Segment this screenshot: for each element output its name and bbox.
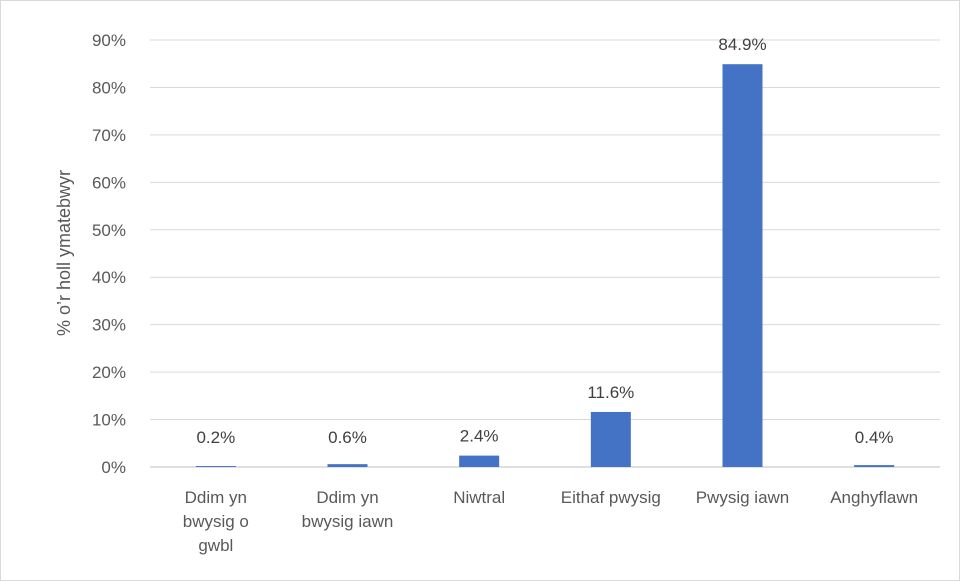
bar [195, 466, 236, 467]
y-tick-label: 90% [92, 31, 126, 50]
y-tick-label: 30% [92, 316, 126, 335]
y-tick-label: 80% [92, 78, 126, 97]
x-category-label: Pwysig iawn [696, 488, 790, 507]
bar [722, 64, 763, 468]
y-tick-label: 10% [92, 411, 126, 430]
data-label: 0.6% [328, 428, 367, 447]
data-label: 11.6% [587, 383, 634, 402]
x-category-label: Anghyflawn [830, 488, 918, 507]
gridlines [150, 39, 940, 468]
x-category-label: Niwtral [453, 488, 505, 507]
x-category-label: Ddim yn [185, 488, 247, 507]
x-category-label: Eithaf pwysig [561, 488, 661, 507]
y-tick-label: 0% [101, 458, 126, 477]
x-axis-categories: Ddim yn bwysig o gwbl Ddim yn bwysig iawn Niw… [183, 488, 918, 555]
data-label: 2.4% [460, 427, 499, 446]
y-tick-label: 50% [92, 221, 126, 240]
data-labels: 0.2% 0.6% 2.4% 11.6% 84.9% 0.4% [196, 35, 893, 447]
data-label: 0.4% [855, 428, 894, 447]
y-tick-label: 20% [92, 363, 126, 382]
y-tick-label: 70% [92, 126, 126, 145]
x-category-label: gwbl [198, 536, 233, 555]
y-axis-label: % o’r holl ymatebwyr [54, 170, 74, 336]
y-axis-ticks: 0% 10% 20% 30% 40% 50% 60% 70% 80% 90% [92, 31, 126, 477]
x-category-label: bwysig iawn [302, 512, 394, 531]
bar [854, 465, 895, 467]
bars [195, 64, 895, 468]
y-tick-label: 60% [92, 173, 126, 192]
bar [590, 411, 631, 467]
x-category-label: bwysig o [183, 512, 249, 531]
bar [327, 464, 368, 467]
data-label: 84.9% [718, 35, 766, 54]
data-label: 0.2% [196, 428, 235, 447]
x-category-label: Ddim yn [316, 488, 378, 507]
bar [459, 455, 500, 467]
y-tick-label: 40% [92, 268, 126, 287]
